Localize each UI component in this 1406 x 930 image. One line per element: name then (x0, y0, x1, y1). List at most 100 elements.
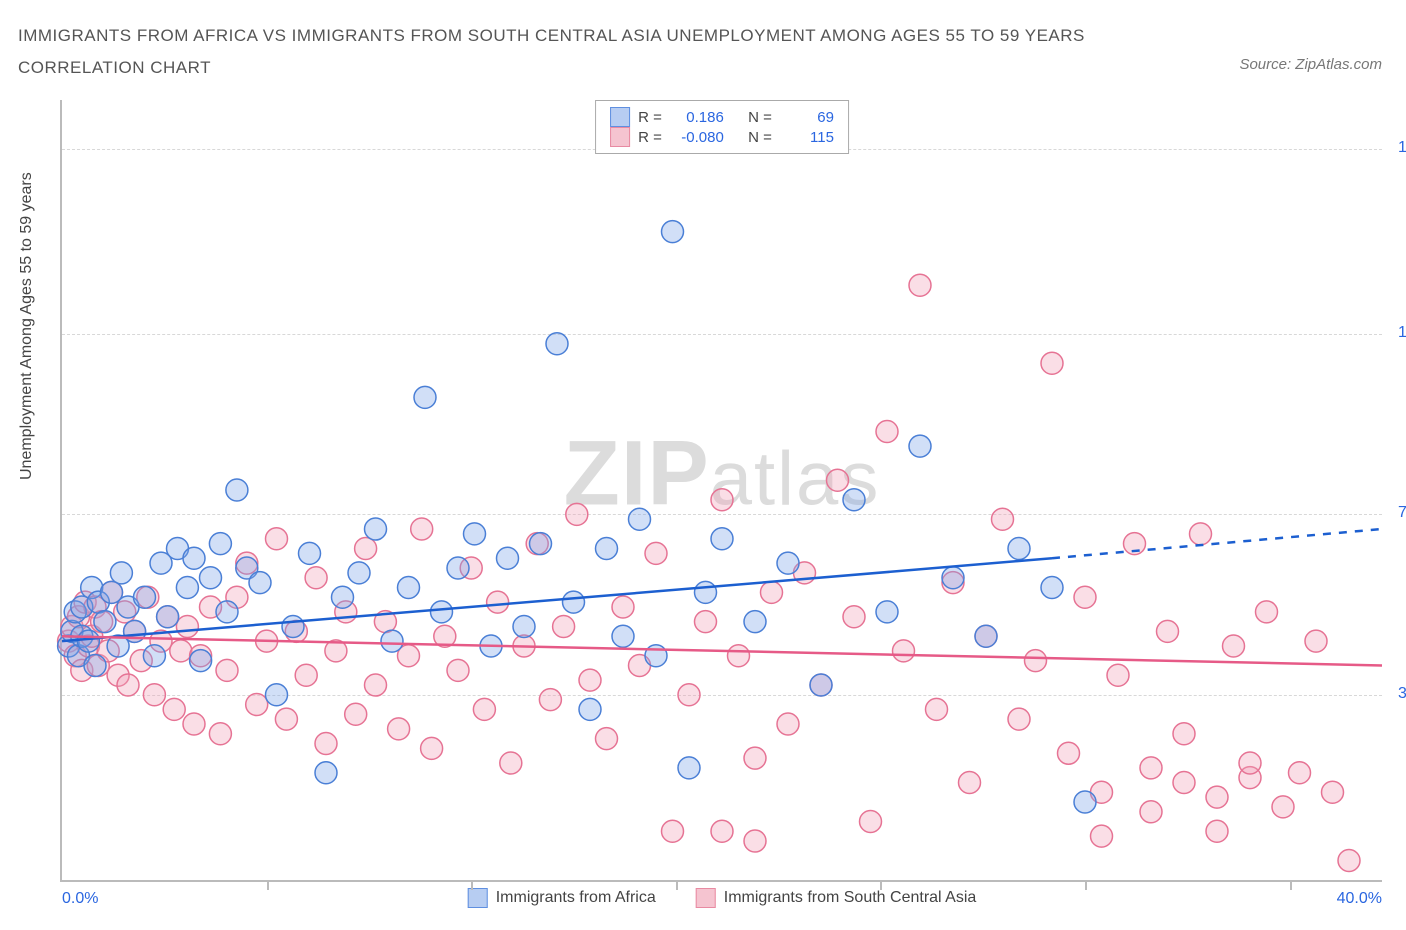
scatter-marker (926, 698, 948, 720)
scatter-marker (398, 577, 420, 599)
scatter-marker (190, 650, 212, 672)
scatter-marker (777, 552, 799, 574)
plot-svg (62, 100, 1382, 880)
source-attribution: Source: ZipAtlas.com (1239, 56, 1382, 73)
scatter-marker (728, 645, 750, 667)
scatter-marker (1058, 742, 1080, 764)
scatter-marker (1140, 757, 1162, 779)
scatter-marker (1338, 850, 1360, 872)
trendline-pink (62, 636, 1382, 665)
scatter-marker (1025, 650, 1047, 672)
scatter-marker (266, 528, 288, 550)
scatter-marker (295, 664, 317, 686)
scatter-marker (299, 542, 321, 564)
x-axis-tick (471, 880, 473, 890)
scatter-marker (827, 469, 849, 491)
scatter-marker (553, 616, 575, 638)
scatter-marker (909, 274, 931, 296)
scatter-marker (1305, 630, 1327, 652)
scatter-marker (1140, 801, 1162, 823)
trendline-blue-dash (1052, 529, 1382, 558)
scatter-marker (315, 762, 337, 784)
scatter-marker (487, 591, 509, 613)
legend-item-pink: Immigrants from South Central Asia (696, 888, 977, 908)
scatter-chart: ZIPatlas R = 0.186 N = 69 R = -0.080 N =… (60, 100, 1382, 882)
scatter-marker (876, 601, 898, 623)
r-value-blue: 0.186 (670, 109, 724, 126)
scatter-marker (365, 674, 387, 696)
scatter-marker (209, 723, 231, 745)
scatter-marker (497, 547, 519, 569)
scatter-marker (266, 684, 288, 706)
y-axis-tick-label: 7.5% (1390, 504, 1406, 522)
scatter-marker (110, 562, 132, 584)
scatter-marker (134, 586, 156, 608)
scatter-marker (1041, 352, 1063, 374)
scatter-marker (893, 640, 915, 662)
scatter-marker (1041, 577, 1063, 599)
scatter-marker (431, 601, 453, 623)
scatter-marker (1173, 772, 1195, 794)
scatter-marker (909, 435, 931, 457)
n-label: N = (748, 109, 772, 126)
scatter-marker (411, 518, 433, 540)
scatter-marker (566, 503, 588, 525)
scatter-marker (695, 611, 717, 633)
scatter-marker (275, 708, 297, 730)
scatter-marker (612, 596, 634, 618)
scatter-marker (421, 737, 443, 759)
scatter-marker (249, 572, 271, 594)
scatter-marker (365, 518, 387, 540)
scatter-marker (176, 577, 198, 599)
scatter-marker (1074, 791, 1096, 813)
scatter-marker (612, 625, 634, 647)
scatter-marker (1256, 601, 1278, 623)
scatter-marker (143, 684, 165, 706)
chart-title: IMMIGRANTS FROM AFRICA VS IMMIGRANTS FRO… (18, 20, 1085, 85)
scatter-marker (183, 547, 205, 569)
legend-item-blue: Immigrants from Africa (468, 888, 656, 908)
scatter-marker (315, 733, 337, 755)
scatter-marker (1272, 796, 1294, 818)
scatter-marker (876, 421, 898, 443)
scatter-marker (1206, 820, 1228, 842)
legend-swatch-blue (468, 888, 488, 908)
scatter-marker (744, 747, 766, 769)
scatter-marker (662, 221, 684, 243)
scatter-marker (332, 586, 354, 608)
x-axis-tick (267, 880, 269, 890)
scatter-marker (447, 659, 469, 681)
scatter-marker (414, 386, 436, 408)
scatter-marker (942, 567, 964, 589)
scatter-marker (84, 655, 106, 677)
title-line-2: CORRELATION CHART (18, 52, 1085, 84)
scatter-marker (530, 533, 552, 555)
scatter-marker (1223, 635, 1245, 657)
scatter-marker (1157, 620, 1179, 642)
scatter-marker (1190, 523, 1212, 545)
scatter-marker (1206, 786, 1228, 808)
scatter-marker (579, 669, 601, 691)
scatter-marker (645, 542, 667, 564)
legend-swatch-pink (610, 127, 630, 147)
y-axis-tick-label: 15.0% (1390, 139, 1406, 157)
scatter-marker (1008, 708, 1030, 730)
scatter-marker (1322, 781, 1344, 803)
scatter-marker (117, 674, 139, 696)
scatter-marker (1239, 752, 1261, 774)
r-label: R = (638, 109, 662, 126)
scatter-marker (157, 606, 179, 628)
scatter-marker (216, 659, 238, 681)
scatter-marker (579, 698, 601, 720)
scatter-marker (678, 757, 700, 779)
scatter-marker (1107, 664, 1129, 686)
scatter-marker (464, 523, 486, 545)
scatter-marker (563, 591, 585, 613)
title-line-1: IMMIGRANTS FROM AFRICA VS IMMIGRANTS FRO… (18, 20, 1085, 52)
scatter-marker (711, 489, 733, 511)
scatter-marker (1074, 586, 1096, 608)
legend-stats-row-pink: R = -0.080 N = 115 (610, 127, 834, 147)
scatter-marker (176, 616, 198, 638)
scatter-marker (761, 581, 783, 603)
scatter-marker (170, 640, 192, 662)
